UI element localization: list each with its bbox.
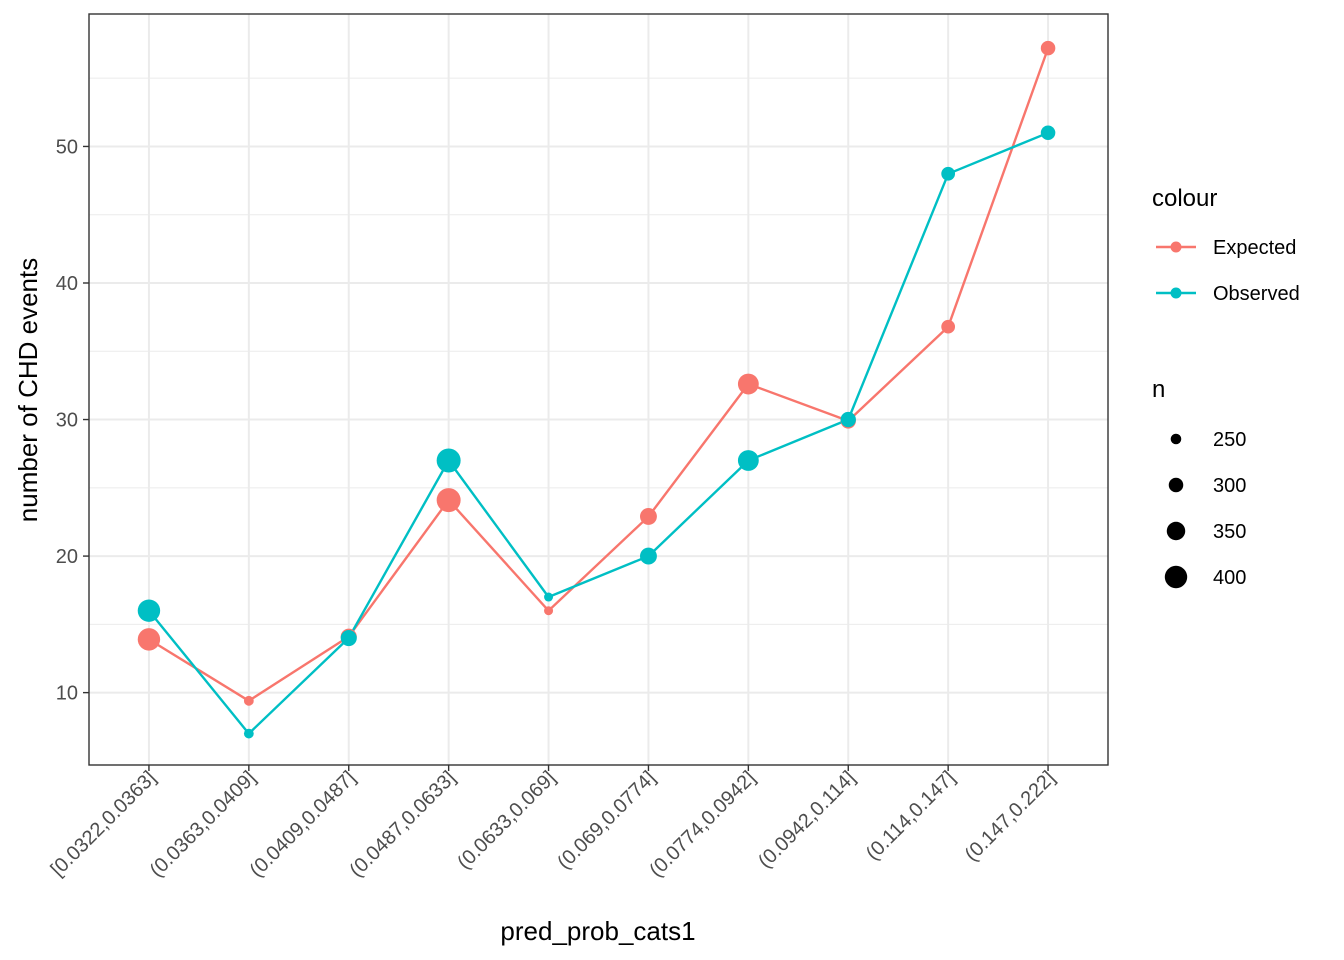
- series-line-expected: [148, 47, 1050, 702]
- y-tick-label: 50: [56, 136, 78, 158]
- point-observed: [1040, 125, 1056, 141]
- point-expected: [640, 508, 657, 525]
- point-observed: [544, 592, 554, 602]
- plot-panel: [89, 14, 1108, 765]
- point-observed: [436, 448, 461, 473]
- point-observed: [941, 166, 956, 181]
- point-expected: [941, 319, 956, 334]
- series-lines: [147, 47, 1050, 735]
- legend-key-point-expected: [1170, 241, 1182, 253]
- y-axis-title: number of CHD events: [13, 258, 43, 522]
- point-expected: [243, 695, 254, 706]
- legend-size-label: 400: [1213, 567, 1246, 589]
- y-tick-label: 10: [56, 683, 78, 705]
- panel-background: [89, 14, 1108, 765]
- point-expected: [137, 628, 161, 651]
- y-axis: 10 20 30 40 50: [56, 136, 89, 705]
- point-expected: [544, 606, 554, 616]
- series-points: [137, 40, 1056, 739]
- panel-border-rect: [88, 13, 1109, 766]
- x-axis-title: pred_prob_cats1: [500, 916, 695, 946]
- y-tick-label: 40: [56, 273, 78, 295]
- point-expected: [1040, 40, 1056, 56]
- legend-key-point-observed: [1170, 287, 1182, 299]
- point-observed: [340, 629, 357, 647]
- legend-size-title: n: [1152, 376, 1165, 403]
- legend-label-expected: Expected: [1213, 237, 1296, 259]
- point-observed: [243, 728, 254, 739]
- point-expected: [737, 373, 759, 395]
- point-observed: [840, 411, 856, 428]
- point-observed: [640, 547, 657, 565]
- point-observed: [137, 599, 161, 622]
- y-tick-label: 20: [56, 546, 78, 568]
- legend: colour n Expected Observed 250 300 350 400: [1152, 185, 1300, 589]
- y-tick-label: 30: [56, 410, 78, 432]
- point-observed: [737, 450, 759, 471]
- legend-size-label: 300: [1213, 475, 1246, 497]
- legend-size-key: [1170, 433, 1182, 445]
- plot-border: [88, 13, 1109, 766]
- legend-size-key: [1164, 565, 1188, 589]
- point-expected: [436, 488, 461, 513]
- legend-colour-title: colour: [1152, 185, 1217, 212]
- legend-size-label: 350: [1213, 521, 1246, 543]
- legend-size-key: [1168, 477, 1184, 493]
- legend-size-key: [1166, 521, 1186, 541]
- series-line-observed: [147, 131, 1049, 735]
- legend-size-label: 250: [1213, 429, 1246, 451]
- legend-label-observed: Observed: [1213, 283, 1300, 305]
